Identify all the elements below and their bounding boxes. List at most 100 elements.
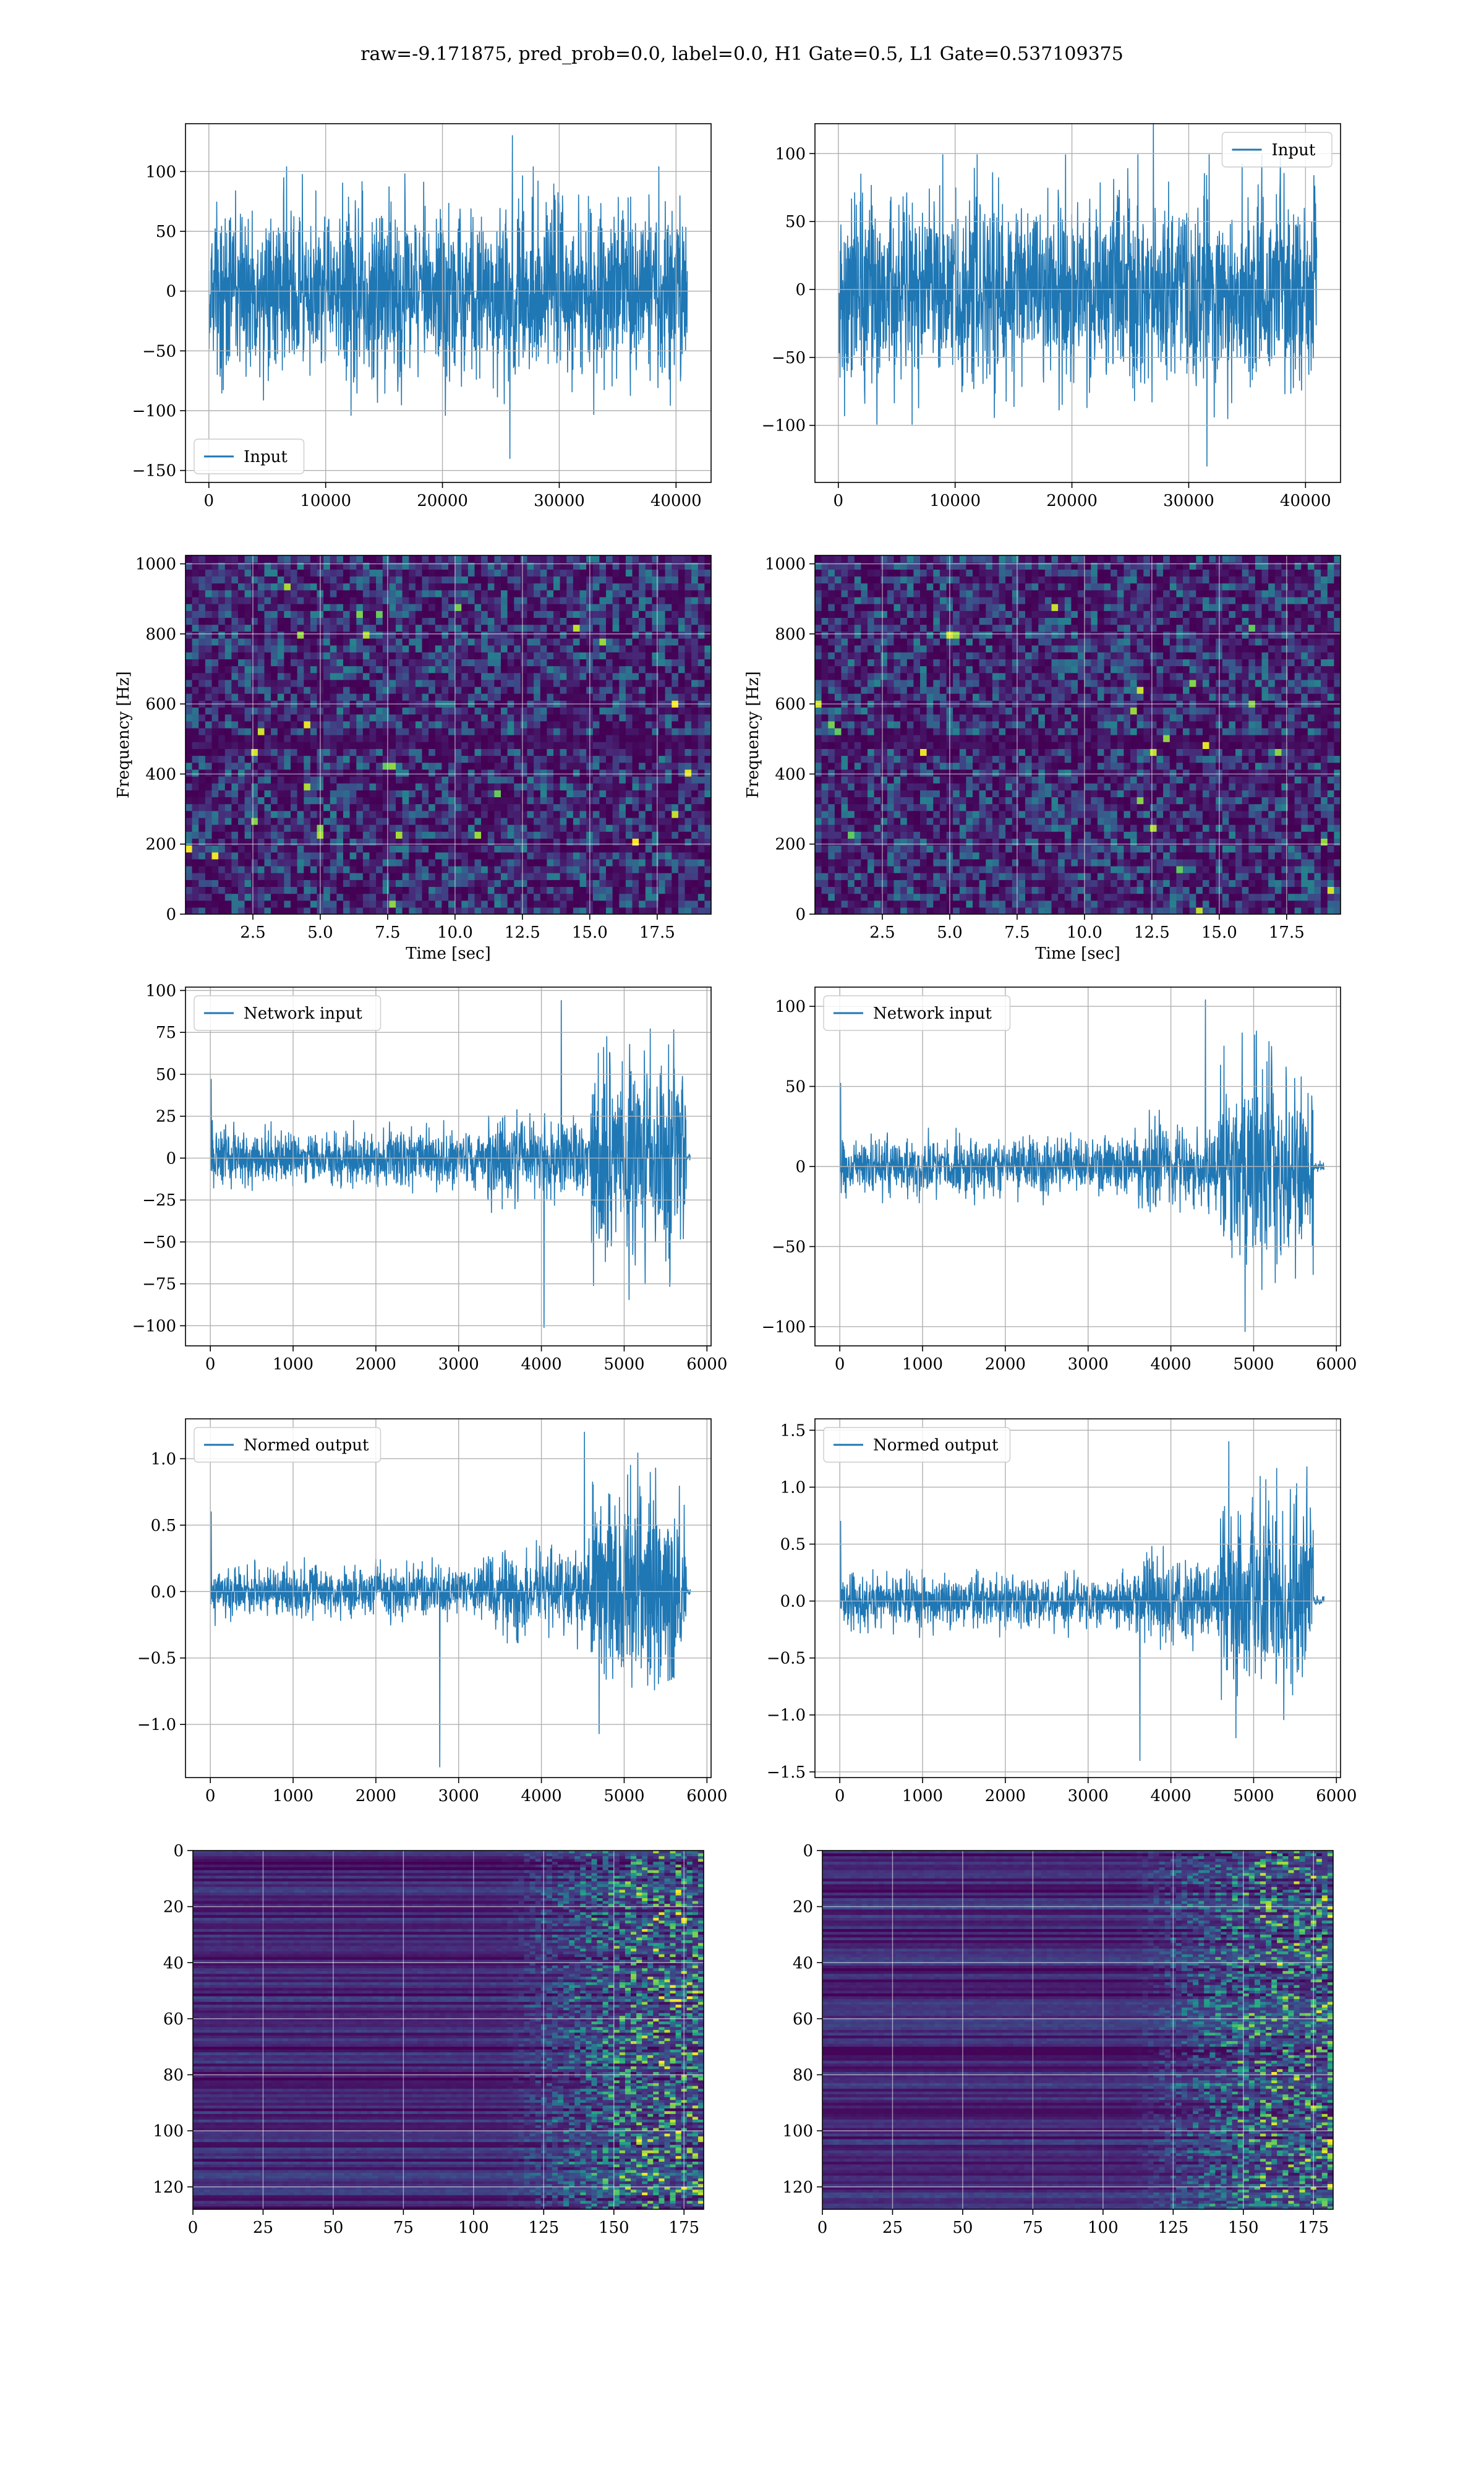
heatmap-cell <box>684 727 692 735</box>
heatmap-cell <box>402 735 409 742</box>
heatmap-cell <box>534 776 541 784</box>
heatmap-cell <box>349 790 357 797</box>
heatmap-cell <box>553 624 561 632</box>
heatmap-cell <box>821 666 829 674</box>
heatmap-cell <box>474 824 482 832</box>
heatmap-cell <box>323 880 331 887</box>
x-tick-label: 10000 <box>300 492 351 510</box>
heatmap-cell <box>834 907 842 914</box>
heatmap-cell <box>251 596 258 604</box>
heatmap-cell <box>560 755 567 763</box>
heatmap-cell <box>349 735 357 742</box>
heatmap-cell <box>461 672 469 680</box>
heatmap-cell <box>841 714 848 722</box>
heatmap-cell <box>665 679 672 687</box>
heatmap-cell <box>224 858 232 867</box>
heatmap-cell <box>382 907 390 914</box>
heatmap-cell <box>868 880 875 887</box>
heatmap-cell <box>900 686 908 694</box>
heatmap-cell <box>560 659 567 667</box>
heatmap-cell <box>336 893 344 901</box>
heatmap-cell <box>704 735 711 742</box>
heatmap-cell <box>349 714 357 722</box>
heatmap-cell <box>514 631 521 639</box>
heatmap-cell <box>573 666 581 674</box>
heatmap-cell <box>277 727 284 735</box>
heatmap-cell <box>606 672 613 680</box>
heatmap-cell <box>448 652 456 659</box>
heatmap-cell <box>271 589 278 597</box>
heatmap-cell <box>639 880 646 887</box>
heatmap-cell <box>271 900 278 908</box>
heatmap-cell <box>264 686 271 694</box>
heatmap-cell <box>382 679 390 687</box>
heatmap-cell <box>448 748 456 756</box>
heatmap-cell <box>415 645 423 653</box>
heatmap-cell <box>652 576 659 584</box>
heatmap-cell <box>619 810 626 818</box>
heatmap-cell <box>389 631 396 639</box>
series-group <box>208 135 688 460</box>
heatmap-cell <box>652 893 659 901</box>
heatmap-cell <box>277 624 284 632</box>
heatmap-cell <box>659 873 666 880</box>
heatmap-cell <box>553 576 561 584</box>
heatmap-cell <box>323 810 331 818</box>
heatmap-cell <box>659 817 666 825</box>
heatmap-cell <box>881 803 888 811</box>
heatmap-cell <box>284 679 291 687</box>
heatmap-cell <box>507 852 514 860</box>
heatmap-cell <box>211 555 219 563</box>
heatmap-cell <box>422 610 429 618</box>
heatmap-cell <box>612 652 620 659</box>
heatmap-cell <box>238 803 245 811</box>
heatmap-cell <box>632 845 639 853</box>
heatmap-cell <box>534 583 541 591</box>
heatmap-cell <box>277 742 284 749</box>
heatmap-cell <box>691 652 699 659</box>
heatmap-cell <box>356 858 364 867</box>
heatmap-cell <box>304 589 311 597</box>
heatmap-cell <box>186 569 193 577</box>
heatmap-cell <box>645 624 652 632</box>
heatmap-cell <box>297 555 304 563</box>
heatmap-cell <box>494 652 501 659</box>
heatmap-cell <box>672 638 679 646</box>
heatmap-cell <box>874 865 881 873</box>
heatmap-cell <box>697 769 705 777</box>
heatmap-cell <box>330 604 337 611</box>
heatmap-cell <box>467 838 475 846</box>
heatmap-cell <box>520 797 528 805</box>
heatmap-cell <box>356 679 364 687</box>
heatmap-cell <box>343 886 351 894</box>
heatmap-cell <box>652 596 659 604</box>
heatmap-cell <box>369 604 377 611</box>
heatmap-cell <box>599 555 607 563</box>
heatmap-cell <box>192 907 199 914</box>
heatmap-cell <box>815 555 822 563</box>
heatmap-cell <box>881 755 888 763</box>
heatmap-cell <box>553 638 561 646</box>
heatmap-cell <box>264 893 271 901</box>
heatmap-cell <box>382 783 390 790</box>
heatmap-cell <box>553 617 561 625</box>
heatmap-cell <box>461 810 469 818</box>
heatmap-cell <box>672 880 679 887</box>
heatmap-cell <box>691 831 699 839</box>
heatmap-cell <box>369 589 377 597</box>
heatmap-cell <box>441 886 449 894</box>
heatmap-cell <box>487 638 495 646</box>
heatmap-cell <box>632 748 639 756</box>
heatmap-cell <box>238 727 245 735</box>
heatmap-cell <box>573 714 581 722</box>
heatmap-cell <box>186 693 193 701</box>
heatmap-cell <box>632 707 639 715</box>
heatmap-cell <box>224 631 232 639</box>
heatmap-cell <box>697 900 705 908</box>
heatmap-cell <box>645 817 652 825</box>
heatmap-cell <box>251 762 258 770</box>
heatmap-cell <box>659 583 666 591</box>
heatmap-cell <box>192 735 199 742</box>
heatmap-cell <box>186 596 193 604</box>
heatmap-cell <box>369 686 377 694</box>
